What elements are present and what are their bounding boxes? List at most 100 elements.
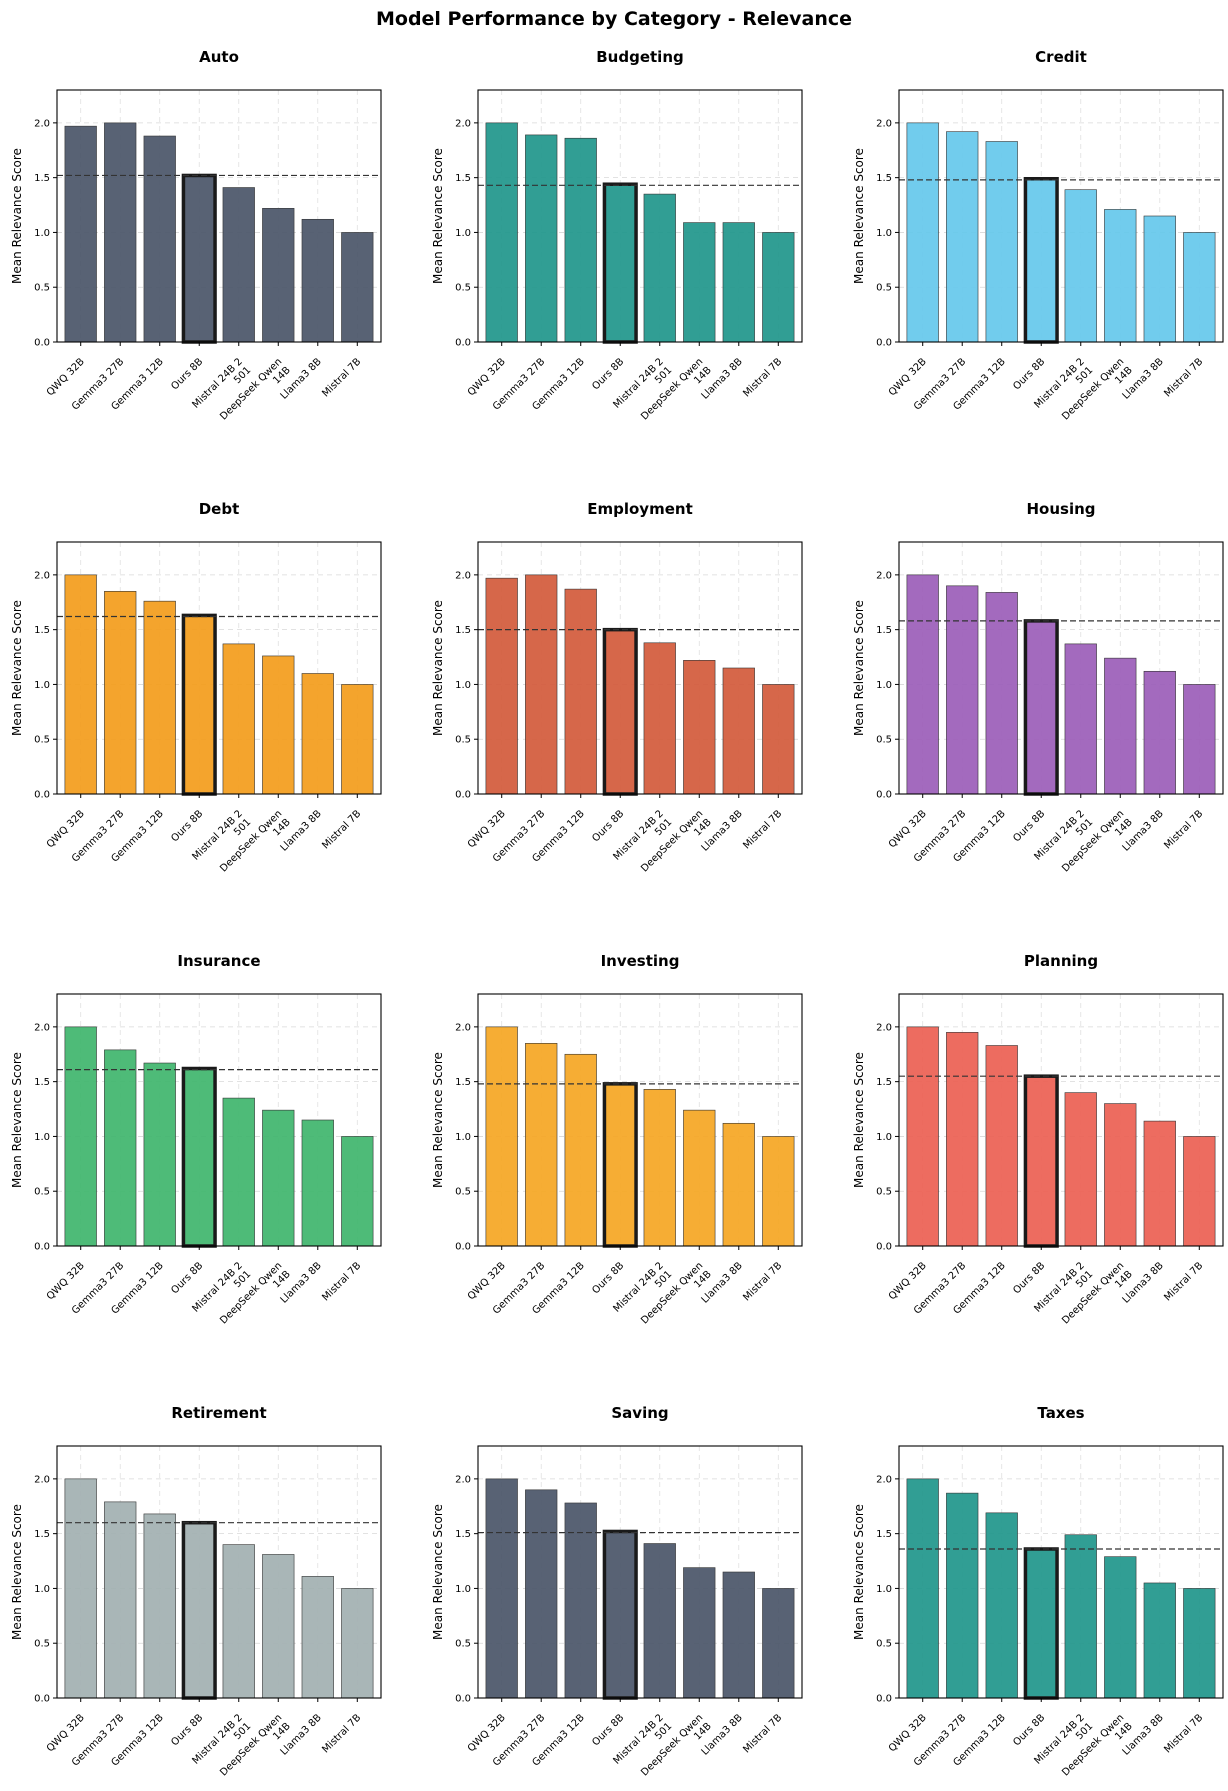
bar-qwq-32b (64, 125, 97, 343)
panel-title: Credit (1035, 48, 1087, 66)
y-axis-label: Mean Relevance Score (431, 1504, 445, 1640)
bar-mistral-7b (341, 1136, 374, 1247)
y-tick-label: 0.5 (34, 735, 50, 746)
bar-llama3-8b (722, 1122, 755, 1247)
x-tick-label: QWQ 32B (45, 1260, 87, 1302)
bar-gemma3-12b (985, 1045, 1018, 1247)
y-tick-label: 1.5 (455, 1077, 471, 1088)
bar-ours-8b (602, 1082, 638, 1248)
bar-gemma3-27b (946, 1032, 979, 1247)
y-tick-label: 2.0 (876, 570, 892, 581)
bar-mistral-24b-2-501 (1064, 189, 1097, 343)
bar-mistral-7b (1183, 232, 1216, 343)
y-tick-label: 1.5 (876, 1529, 892, 1540)
bar-mistral-24b-2-501 (1064, 643, 1097, 795)
bar-gemma3-27b (104, 1049, 137, 1247)
x-tick-label: Mistral 7B (1162, 808, 1205, 851)
bar-ours-8b (602, 182, 638, 344)
bar-deepseek-qwen-14b (262, 1109, 295, 1247)
bar-mistral-24b-2-501 (222, 187, 255, 343)
y-tick-label: 1.0 (876, 1584, 892, 1595)
bar-gemma3-27b (525, 1043, 558, 1247)
y-tick-label: 2.0 (34, 118, 50, 129)
bar-mistral-24b-2-501 (643, 1089, 676, 1247)
bar-deepseek-qwen-14b (1104, 1103, 1137, 1247)
y-tick-label: 0.5 (34, 283, 50, 294)
bar-ours-8b (181, 173, 217, 344)
bar-deepseek-qwen-14b (1104, 209, 1137, 343)
x-tick-label: QWQ 32B (45, 356, 87, 398)
axes-frame (477, 89, 803, 343)
bar-gemma3-12b (564, 1053, 597, 1247)
y-tick-label: 2.0 (455, 1022, 471, 1033)
bar-mistral-24b-2-501 (643, 193, 676, 343)
y-tick-label: 2.0 (34, 1474, 50, 1485)
bar-deepseek-qwen-14b (262, 655, 295, 795)
panel-title: Investing (601, 952, 680, 970)
y-tick-label: 2.0 (455, 570, 471, 581)
panel-title: Auto (199, 48, 239, 66)
panel-title: Insurance (177, 952, 260, 970)
y-tick-label: 2.0 (455, 118, 471, 129)
x-tick-label: Mistral 7B (1162, 1260, 1205, 1303)
y-tick-label: 1.0 (34, 1584, 50, 1595)
y-tick-label: 0.0 (876, 338, 892, 349)
y-tick-label: 1.5 (876, 625, 892, 636)
y-tick-label: 1.0 (34, 228, 50, 239)
y-tick-label: 0.5 (34, 1639, 50, 1650)
y-tick-label: 0.0 (455, 1694, 471, 1705)
panel-title: Taxes (1037, 1404, 1084, 1422)
y-axis-label: Mean Relevance Score (431, 148, 445, 284)
x-tick-label: Ours 8B (169, 808, 205, 844)
bar-ours-8b (1023, 619, 1059, 796)
x-tick-label: QWQ 32B (466, 356, 508, 398)
bar-gemma3-27b (946, 131, 979, 343)
bar-ours-8b (602, 1529, 638, 1700)
bar-mistral-7b (341, 1588, 374, 1699)
panel-retirement: Retirement Mean Relevance Score 0.0 0.5 1.0 1… (10, 1404, 382, 1778)
y-axis-label: Mean Relevance Score (10, 148, 24, 284)
y-tick-label: 0.5 (455, 735, 471, 746)
panel-housing: Housing Mean Relevance Score 0.0 0.5 1.0 1.5 2… (852, 500, 1224, 874)
x-tick-label: QWQ 32B (466, 808, 508, 850)
y-tick-label: 1.5 (34, 1529, 50, 1540)
bar-deepseek-qwen-14b (1104, 657, 1137, 795)
y-axis-label: Mean Relevance Score (852, 1052, 866, 1188)
bar-mistral-7b (762, 684, 795, 795)
y-tick-label: 0.0 (34, 1242, 50, 1253)
bar-qwq-32b (64, 1026, 97, 1247)
bar-mistral-24b-2-501 (643, 1543, 676, 1699)
y-tick-label: 0.0 (876, 1242, 892, 1253)
bar-gemma3-12b (985, 141, 1018, 343)
axes-frame (898, 1445, 1224, 1699)
y-axis-label: Mean Relevance Score (852, 148, 866, 284)
bar-deepseek-qwen-14b (262, 208, 295, 343)
y-axis-label: Mean Relevance Score (10, 600, 24, 736)
y-tick-label: 0.0 (34, 1694, 50, 1705)
bar-llama3-8b (1143, 215, 1176, 343)
y-tick-label: 1.5 (34, 1077, 50, 1088)
y-tick-label: 1.5 (876, 1077, 892, 1088)
bar-llama3-8b (301, 218, 334, 343)
bar-ours-8b (181, 1066, 217, 1248)
y-tick-label: 0.0 (455, 1242, 471, 1253)
bar-mistral-7b (1183, 1136, 1216, 1247)
bar-mistral-7b (762, 232, 795, 343)
y-tick-label: 0.0 (34, 338, 50, 349)
y-tick-label: 1.5 (455, 625, 471, 636)
x-tick-label: QWQ 32B (887, 356, 929, 398)
y-tick-label: 1.5 (455, 1529, 471, 1540)
x-tick-label: QWQ 32B (887, 1712, 929, 1754)
x-tick-label: Ours 8B (169, 356, 205, 392)
bar-mistral-24b-2-501 (222, 1097, 255, 1247)
y-tick-label: 0.5 (876, 735, 892, 746)
x-tick-label: QWQ 32B (45, 1712, 87, 1754)
x-tick-label: Mistral 7B (1162, 356, 1205, 399)
x-tick-label: Ours 8B (169, 1712, 205, 1748)
bar-mistral-24b-2-501 (222, 643, 255, 795)
axes-frame (898, 541, 1224, 795)
y-tick-label: 0.5 (455, 283, 471, 294)
bar-gemma3-12b (143, 1062, 176, 1247)
bar-mistral-7b (1183, 684, 1216, 795)
